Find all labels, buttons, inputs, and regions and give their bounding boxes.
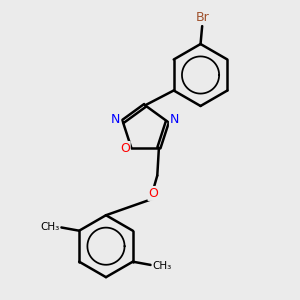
Text: CH₃: CH₃ [40, 222, 59, 232]
Text: O: O [120, 142, 130, 155]
Text: N: N [111, 113, 120, 126]
Text: N: N [170, 113, 179, 126]
Text: Br: Br [196, 11, 210, 24]
Text: O: O [148, 187, 158, 200]
Text: CH₃: CH₃ [152, 261, 172, 271]
